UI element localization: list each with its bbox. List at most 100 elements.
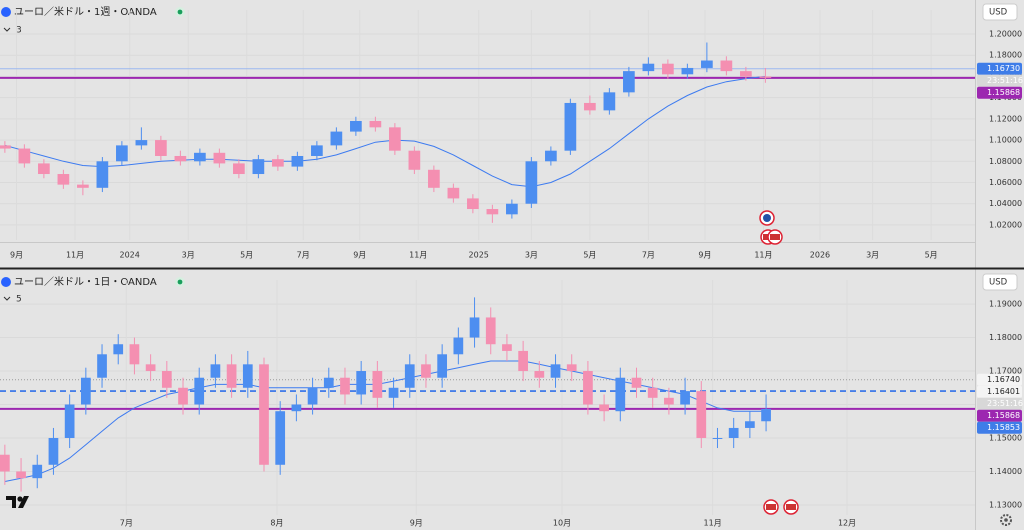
candle-body [77,184,89,188]
price-label: 1.15853 [987,423,1020,432]
price-label: 1.15868 [987,411,1020,420]
candle-body [210,364,221,378]
y-tick-label: 1.10000 [989,136,1022,145]
collapse-arrow [3,296,11,301]
x-tick-label: 11月 [66,251,84,260]
candle-body [259,364,269,465]
candle-body [631,377,642,388]
candle-body [486,209,499,215]
event-markers[interactable] [759,210,799,515]
x-tick-label: 11月 [704,519,722,528]
price-label: 1.16401 [987,387,1020,396]
settings-gear[interactable] [1000,514,1012,526]
candle-body [213,152,226,164]
candle-body [48,437,59,465]
candle-body [404,364,415,388]
y-tick-label: 1.04000 [989,199,1022,208]
price-label-box [977,421,1022,434]
x-tick-label: 8月 [270,519,283,528]
x-tick-label: 11月 [409,251,427,260]
candle-body [712,437,723,439]
candle-body [96,161,109,188]
candle-body [194,152,206,162]
candle-body [680,391,690,405]
candle-body [155,140,167,156]
candle-body [550,364,561,378]
x-tick-label: 10月 [553,519,571,528]
candle-body [545,150,557,162]
price-label: 1.15868 [987,88,1020,97]
x-tick-label: 5月 [240,251,253,260]
candle-body [64,404,75,438]
x-tick-label: 7月 [120,519,133,528]
candle-body [291,155,304,167]
candle-body [740,71,752,77]
candle-body [194,377,205,405]
candle-body [647,387,658,398]
symbol-icon [1,7,11,17]
candle-body [564,102,577,151]
price-label: 1.16730 [987,64,1020,73]
x-tick-label: 9月 [10,251,23,260]
candle-body [421,364,431,378]
candle-body [252,159,265,175]
x-tick-label: 12月 [838,519,856,528]
currency: USD [989,8,1008,18]
candle-body [145,364,156,372]
y-tick-label: 1.20000 [989,30,1022,39]
candle-body [340,377,350,395]
candle-body [372,371,383,398]
symbol-title: ユーロ／米ドル・1週・OANDA [14,5,157,18]
y-tick-label: 1.18000 [989,333,1022,342]
candle-body [584,102,596,111]
candle-body [272,159,284,167]
candle-body [701,60,713,68]
candle-body [745,421,755,428]
price-label-box [977,62,1022,75]
candle-body [0,454,10,472]
price-label: 23:51:16 [987,399,1023,408]
moving-average [4,75,766,188]
candle-body [615,377,626,412]
currency-box[interactable] [982,273,1018,291]
candle-body [18,148,31,164]
x-tick-label: 11月 [754,251,772,260]
candle-body [356,371,367,395]
candle-body [467,198,479,210]
x-tick-label: 5月 [583,251,596,260]
candle-body [350,120,362,132]
candle-body [623,71,635,93]
candle-body [728,427,739,438]
x-tick-label: 5月 [925,251,938,260]
candle-body [32,464,43,479]
candle-body [599,404,609,412]
price-label: 1.16740 [987,375,1020,384]
y-tick-label: 1.18000 [989,51,1022,60]
candle-body [681,67,694,75]
y-tick-label: 1.14000 [989,467,1022,476]
price-label-box [977,74,1022,87]
y-tick-label: 1.12000 [989,114,1022,123]
y-tick-label: 1.17000 [989,367,1022,376]
candle-body [428,169,440,188]
x-tick-label: 9月 [353,251,366,260]
price-label-box [977,385,1022,398]
candle-body [80,377,91,405]
currency-box[interactable] [982,3,1018,21]
x-tick-label: 3月 [182,251,195,260]
price-label: 23:51:16 [987,76,1023,85]
price-label-box [977,409,1022,422]
symbol-icon [1,277,11,287]
candle-body [113,344,124,355]
candle-body [642,63,655,72]
candle-body [323,377,334,388]
logo[interactable] [6,496,29,508]
indicator-count: 3 [16,26,22,36]
candle-body [242,364,253,388]
y-tick-label: 1.02000 [989,220,1022,229]
candle-body [603,92,616,111]
candle-body [469,317,480,338]
candle-body [664,397,674,405]
candle-body [485,317,496,345]
